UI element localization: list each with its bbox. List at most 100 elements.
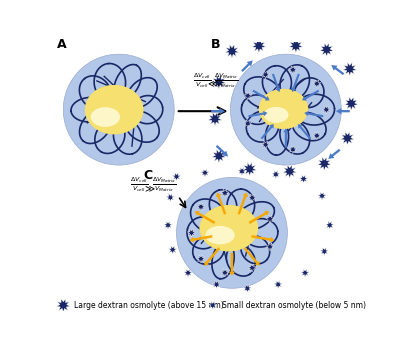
Polygon shape: [244, 120, 252, 128]
Circle shape: [321, 195, 323, 197]
Ellipse shape: [91, 107, 120, 127]
Circle shape: [316, 83, 318, 84]
Polygon shape: [225, 45, 239, 58]
Polygon shape: [320, 43, 334, 57]
Circle shape: [204, 172, 206, 174]
Polygon shape: [272, 171, 280, 179]
Ellipse shape: [200, 205, 258, 251]
Circle shape: [346, 136, 349, 140]
Text: Small dextran osmolyte (below 5 nm): Small dextran osmolyte (below 5 nm): [222, 301, 366, 310]
Polygon shape: [318, 157, 331, 170]
FancyArrow shape: [331, 65, 344, 75]
Text: $\frac{\Delta V_{Matrix}}{V_{Matrix}}$: $\frac{\Delta V_{Matrix}}{V_{Matrix}}$: [214, 71, 239, 90]
Circle shape: [63, 54, 174, 165]
Circle shape: [269, 246, 271, 247]
Polygon shape: [238, 168, 246, 176]
FancyArrow shape: [211, 108, 225, 114]
FancyArrow shape: [248, 211, 269, 224]
FancyArrow shape: [283, 128, 288, 148]
Polygon shape: [184, 269, 192, 277]
FancyArrow shape: [238, 193, 248, 215]
Ellipse shape: [85, 85, 144, 134]
Circle shape: [246, 288, 248, 289]
Polygon shape: [197, 203, 205, 211]
Circle shape: [265, 144, 266, 146]
FancyArrow shape: [261, 124, 274, 139]
Circle shape: [217, 80, 220, 83]
Text: $\frac{\Delta V_{Matrix}}{V_{Matrix}}$: $\frac{\Delta V_{Matrix}}{V_{Matrix}}$: [152, 176, 176, 194]
Polygon shape: [266, 243, 274, 251]
Circle shape: [176, 176, 177, 178]
Polygon shape: [201, 169, 209, 177]
Circle shape: [62, 304, 65, 307]
Circle shape: [200, 258, 202, 260]
FancyArrow shape: [195, 211, 215, 224]
FancyArrow shape: [336, 108, 350, 114]
Polygon shape: [266, 215, 274, 223]
FancyArrow shape: [244, 247, 260, 266]
Polygon shape: [244, 92, 252, 100]
Polygon shape: [300, 175, 308, 183]
Circle shape: [251, 267, 253, 269]
Ellipse shape: [85, 85, 144, 134]
Polygon shape: [262, 141, 270, 149]
Polygon shape: [221, 269, 229, 277]
FancyArrow shape: [291, 74, 300, 92]
Circle shape: [241, 170, 243, 172]
Ellipse shape: [206, 226, 235, 244]
Circle shape: [167, 224, 169, 226]
Circle shape: [176, 177, 287, 288]
Circle shape: [316, 135, 318, 136]
Circle shape: [292, 69, 294, 70]
Circle shape: [230, 50, 234, 53]
Polygon shape: [301, 269, 309, 277]
Circle shape: [224, 272, 226, 274]
Text: $\frac{\Delta V_{cell}}{V_{cell}}$: $\frac{\Delta V_{cell}}{V_{cell}}$: [194, 71, 212, 90]
FancyArrow shape: [204, 247, 220, 266]
Circle shape: [275, 173, 277, 175]
Circle shape: [304, 272, 306, 274]
Polygon shape: [212, 149, 226, 163]
Circle shape: [214, 117, 216, 120]
Polygon shape: [243, 284, 252, 292]
Circle shape: [277, 284, 279, 285]
Polygon shape: [164, 221, 172, 229]
Polygon shape: [243, 162, 256, 176]
Polygon shape: [343, 62, 356, 76]
Polygon shape: [248, 264, 256, 272]
Polygon shape: [283, 165, 296, 178]
Ellipse shape: [200, 205, 258, 251]
Polygon shape: [166, 194, 174, 202]
Polygon shape: [313, 80, 321, 88]
Polygon shape: [274, 281, 282, 289]
Circle shape: [217, 154, 220, 157]
Circle shape: [212, 304, 214, 306]
FancyArrow shape: [216, 145, 228, 157]
Circle shape: [294, 44, 298, 47]
Polygon shape: [168, 246, 177, 254]
Circle shape: [257, 44, 260, 47]
Polygon shape: [248, 194, 256, 202]
FancyArrow shape: [252, 90, 270, 101]
Circle shape: [269, 218, 271, 220]
Circle shape: [224, 192, 226, 194]
Circle shape: [325, 48, 328, 51]
FancyArrow shape: [216, 193, 226, 215]
Polygon shape: [344, 97, 358, 110]
Circle shape: [172, 249, 174, 251]
Circle shape: [329, 224, 331, 226]
Circle shape: [248, 168, 251, 171]
Polygon shape: [289, 66, 297, 74]
Polygon shape: [320, 247, 328, 255]
Circle shape: [288, 170, 291, 173]
Text: A: A: [57, 38, 67, 51]
Circle shape: [216, 284, 218, 285]
Text: C: C: [144, 169, 152, 182]
Circle shape: [247, 122, 249, 124]
Circle shape: [187, 272, 189, 274]
Polygon shape: [289, 146, 297, 154]
Polygon shape: [341, 132, 354, 145]
Polygon shape: [262, 71, 270, 79]
Text: Large dextran osmolyte (above 15 nm): Large dextran osmolyte (above 15 nm): [74, 301, 224, 310]
Circle shape: [323, 162, 326, 165]
